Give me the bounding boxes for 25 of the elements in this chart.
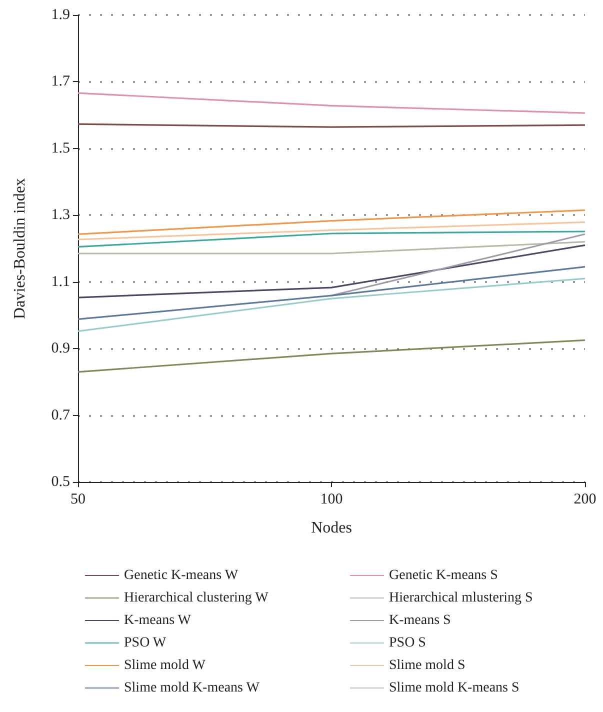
y-tick-label: 1.3 <box>51 207 70 224</box>
legend-label: Hierarchical clustering W <box>124 590 270 606</box>
x-axis-title: Nodes <box>311 520 352 536</box>
legend-label: PSO W <box>124 636 167 650</box>
legend-label: K-means S <box>389 613 451 628</box>
y-tick-label: 0.7 <box>51 407 70 424</box>
y-tick-label: 1.7 <box>51 74 70 90</box>
legend-label: Slime mold S <box>389 658 466 673</box>
legend-label: Slime mold K-means S <box>389 680 520 696</box>
y-tick-label: 0.5 <box>51 474 70 490</box>
y-tick-label: 1.1 <box>51 274 70 290</box>
legend-label: Slime mold W <box>124 658 206 673</box>
y-tick-label: 1.5 <box>51 140 70 156</box>
x-tick-label: 100 <box>320 492 343 508</box>
y-axis-title: Davies-Bouldin index <box>12 178 28 319</box>
x-tick-label: 50 <box>70 492 86 508</box>
legend-label: PSO S <box>389 636 426 650</box>
y-tick-label: 0.9 <box>51 340 70 357</box>
legend-label: Slime mold K-means W <box>124 680 260 696</box>
legend-label: Genetic K-means W <box>124 568 239 583</box>
legend-label: K-means W <box>124 613 192 628</box>
x-tick-label: 200 <box>574 492 596 508</box>
y-tick-label: 1.9 <box>51 7 70 23</box>
legend-label: Genetic K-means S <box>389 568 498 583</box>
legend-label: Hierarchical mlustering S <box>389 590 533 606</box>
